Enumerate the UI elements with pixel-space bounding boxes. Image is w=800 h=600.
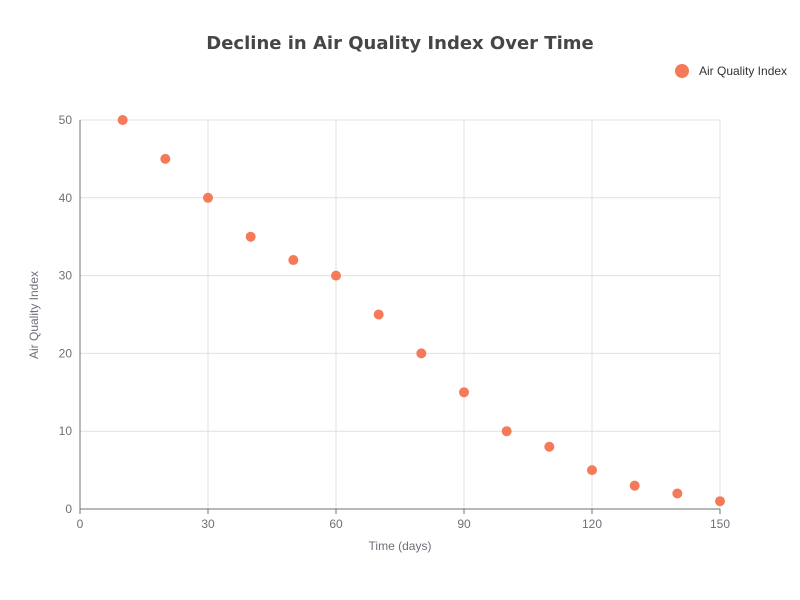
- data-point[interactable]: [544, 441, 555, 452]
- x-tick-label: 150: [710, 517, 730, 531]
- data-point[interactable]: [203, 192, 213, 203]
- data-point[interactable]: [288, 255, 299, 266]
- axes: [79, 120, 721, 514]
- data-point[interactable]: [501, 426, 512, 437]
- y-tick-label: 20: [59, 346, 73, 360]
- data-point[interactable]: [715, 496, 725, 507]
- data-point[interactable]: [459, 387, 469, 398]
- chart-title: Decline in Air Quality Index Over Time: [206, 33, 593, 54]
- data-point[interactable]: [331, 270, 341, 281]
- y-tick-label: 50: [59, 113, 73, 127]
- data-point[interactable]: [245, 231, 256, 242]
- data-point[interactable]: [160, 153, 171, 164]
- tick-labels: 0 10 20 30 40 50 0 30 60 90 120 150: [59, 113, 731, 531]
- y-tick-label: 40: [59, 191, 73, 205]
- x-tick-label: 90: [457, 517, 471, 531]
- y-tick-label: 30: [59, 269, 73, 283]
- y-tick-label: 0: [65, 502, 72, 516]
- x-axis-label: Time (days): [369, 539, 432, 553]
- legend-label: Air Quality Index: [699, 64, 787, 78]
- legend-marker: [675, 64, 689, 78]
- x-tick-label: 0: [77, 517, 84, 531]
- grid: [80, 119, 721, 509]
- data-point[interactable]: [672, 488, 683, 499]
- data-point[interactable]: [416, 348, 427, 359]
- y-tick-label: 10: [59, 424, 73, 438]
- x-tick-label: 60: [329, 517, 343, 531]
- data-point[interactable]: [587, 465, 597, 476]
- data-point[interactable]: [117, 115, 128, 125]
- y-axis-label: Air Quality Index: [27, 271, 41, 359]
- legend[interactable]: Air Quality Index: [675, 64, 787, 78]
- data-point[interactable]: [629, 480, 640, 491]
- x-tick-label: 120: [582, 517, 602, 531]
- data-point[interactable]: [373, 309, 384, 320]
- data-points: [117, 115, 725, 507]
- x-tick-label: 30: [201, 517, 215, 531]
